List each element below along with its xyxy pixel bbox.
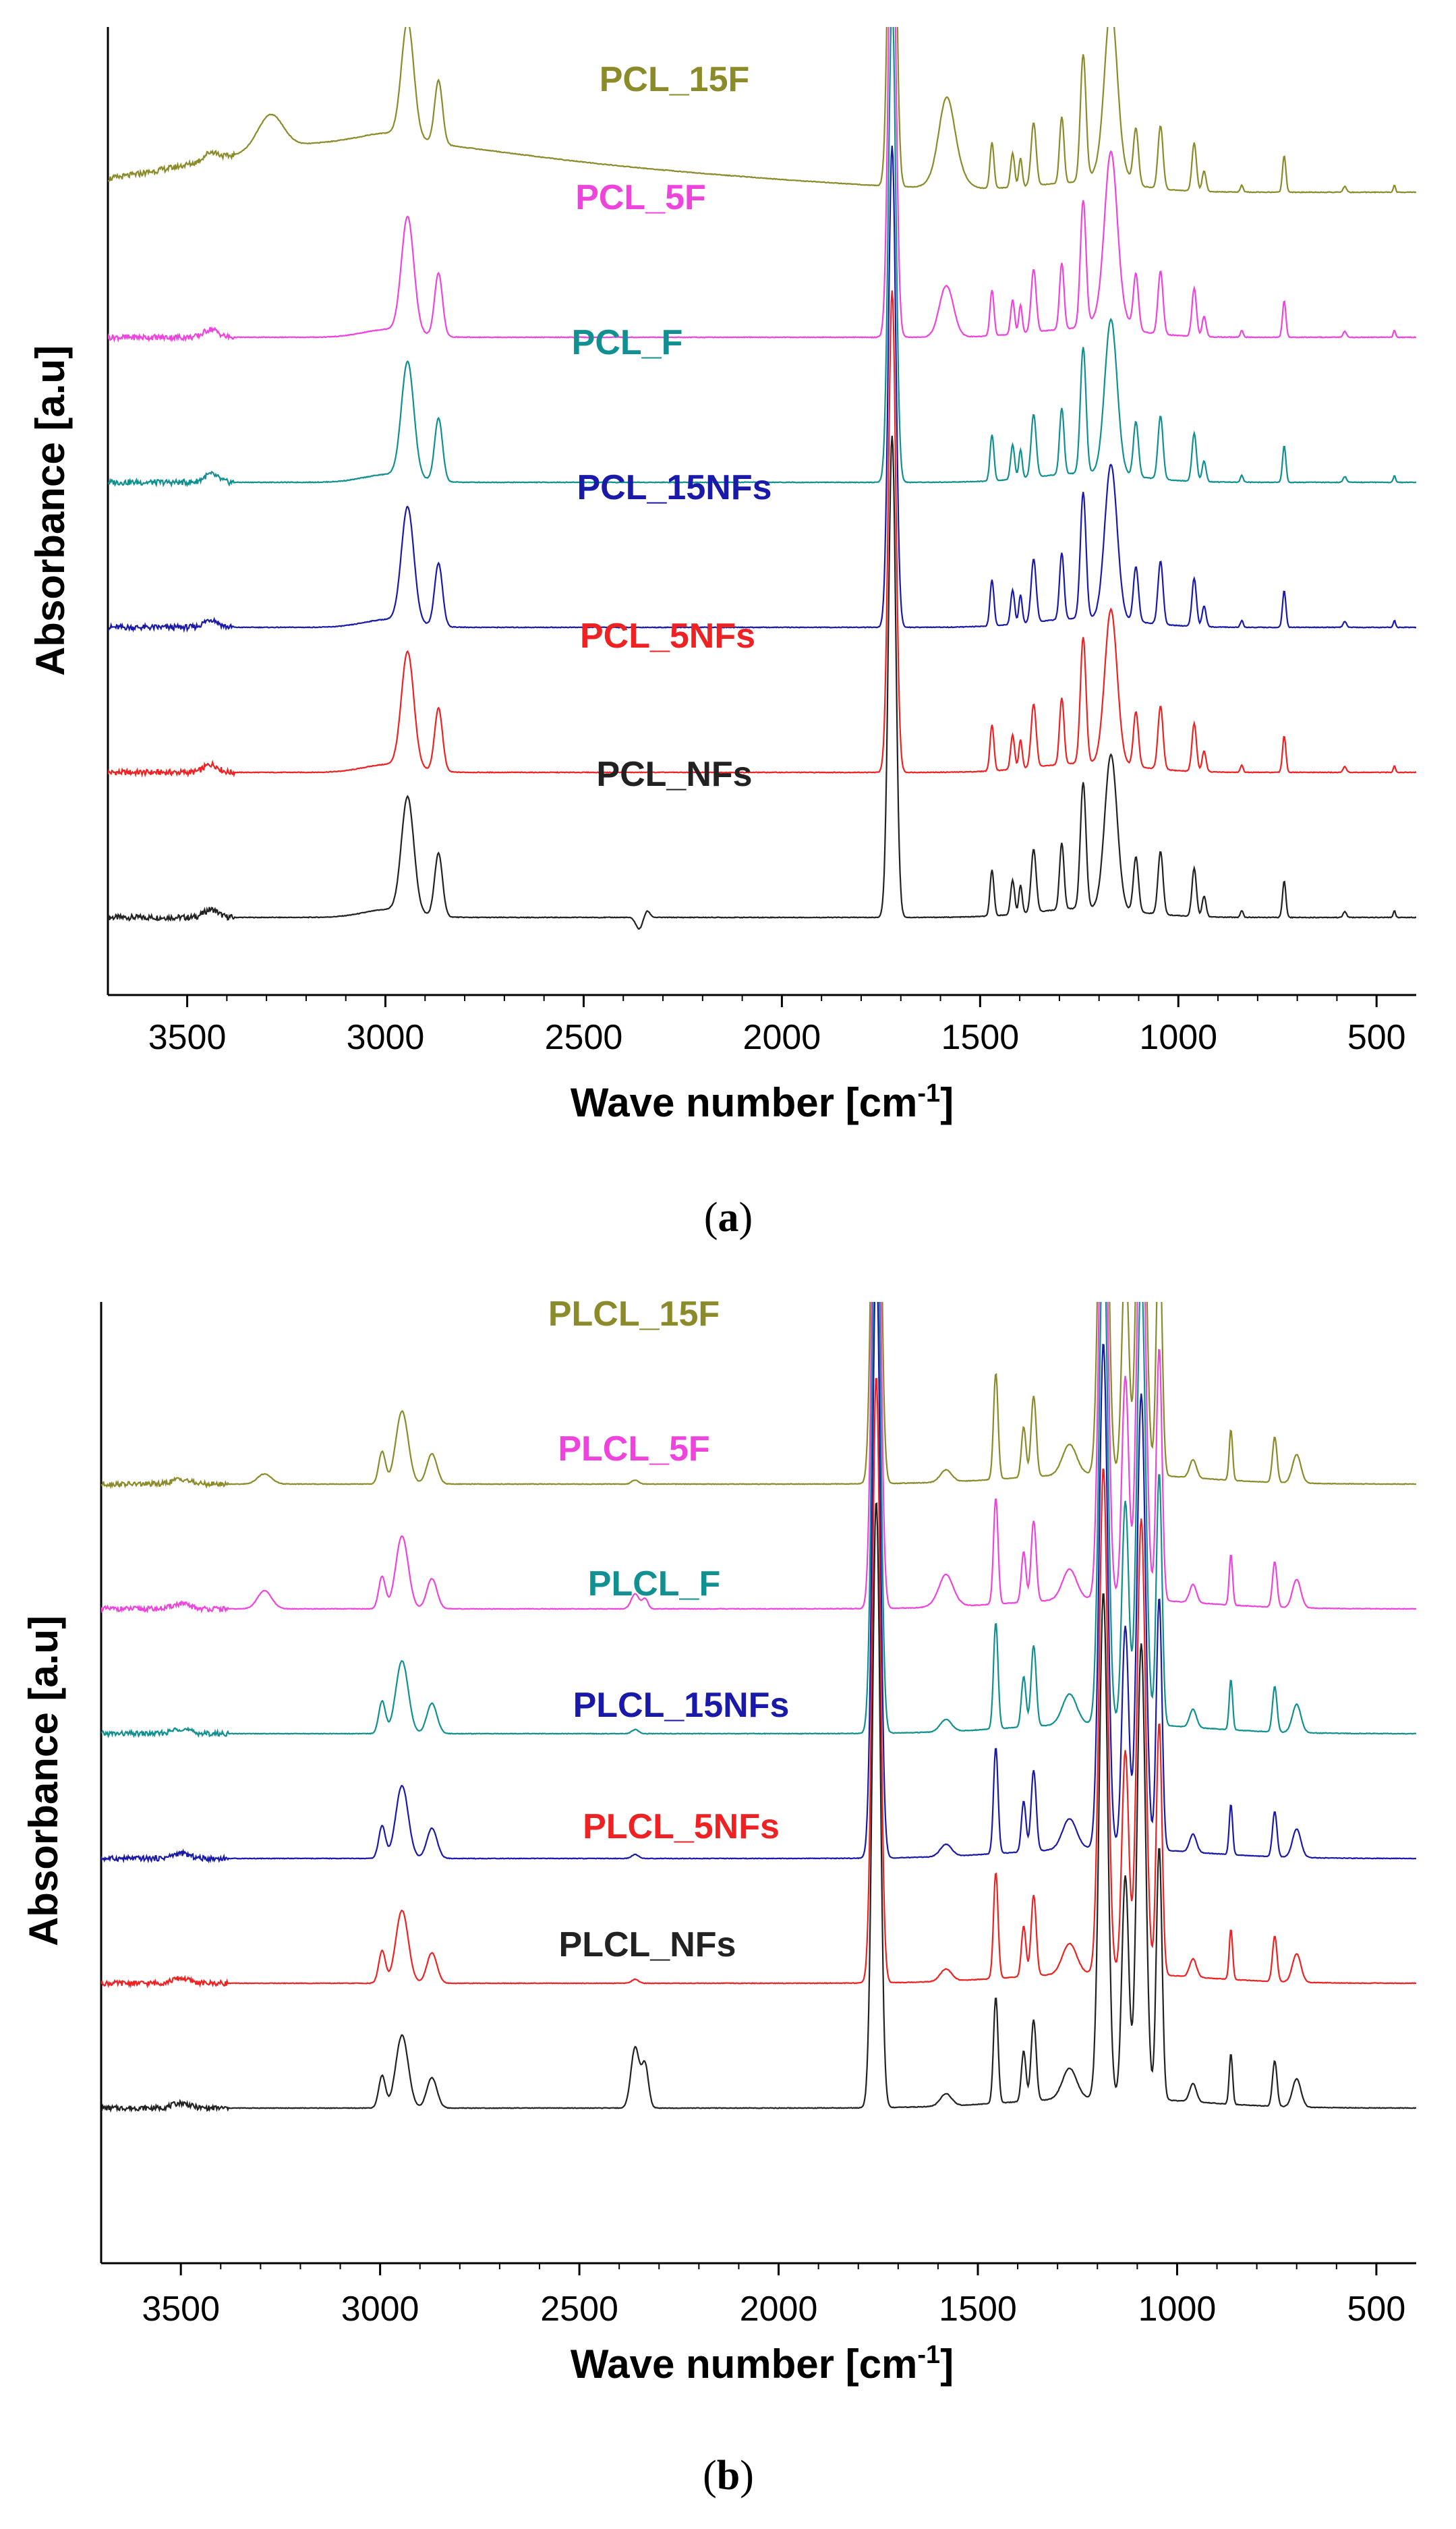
series-label: PCL_5F	[575, 178, 706, 217]
x-ticks: 3500 3000 2500 2000 1500 1000 500	[148, 995, 1406, 1057]
series-label: PCL_15NFs	[577, 468, 772, 507]
series-label: PLCL_5F	[558, 1429, 709, 1469]
x-tick-label: 2500	[540, 2290, 618, 2329]
x-ticks: 3500 3000 2500 2000 1500 1000 500	[142, 2263, 1405, 2329]
series-label: PLCL_15NFs	[573, 1686, 790, 1725]
x-tick-label: 1500	[939, 2290, 1017, 2329]
x-tick-label: 3500	[148, 1018, 227, 1057]
spectrum-pcl-5f	[108, 27, 1416, 343]
series-label: PLCL_NFs	[559, 1925, 736, 1964]
series-label: PCL_15F	[600, 60, 750, 99]
series-labels: PLCL_15F PLCL_5F PLCL_F PLCL_15NFs PLCL_5NFs…	[548, 1295, 790, 1964]
spectrum-plcl-15f	[101, 1302, 1416, 1489]
series-labels: PCL_15F PCL_5F PCL_F PCL_15NFs PCL_5NFs PCL_N…	[572, 60, 772, 794]
panel-caption: (a)	[704, 1195, 753, 1241]
x-axis-label: Wave number [cm-1]	[571, 2341, 954, 2387]
spectrum-plcl-5f	[101, 1302, 1416, 1614]
x-tick-label: 500	[1347, 2290, 1406, 2329]
x-tick-label: 3000	[347, 1018, 425, 1057]
spectra	[108, 27, 1416, 930]
series-label: PCL_5NFs	[580, 617, 755, 656]
x-tick-label: 2000	[743, 1018, 821, 1057]
x-tick-label: 1000	[1138, 2290, 1217, 2329]
series-label: PCL_F	[572, 323, 683, 362]
y-axis-label: Absorbance [a.u]	[21, 1616, 66, 1946]
panel-a: 3500 3000 2500 2000 1500 1000 500 PCL_15F PCL_5…	[28, 27, 1416, 1241]
x-axis-label: Wave number [cm-1]	[571, 1079, 954, 1125]
spectrum-pcl-f	[108, 27, 1416, 488]
series-label: PLCL_15F	[548, 1295, 720, 1334]
spectrum-pcl-5nfs	[108, 290, 1416, 778]
panel-b: 3500 3000 2500 2000 1500 1000 500 PLCL_15FPLCL…	[21, 1295, 1416, 2499]
spectrum-pcl-nfs	[108, 435, 1416, 930]
spectrum-plcl-15nfs	[101, 1302, 1416, 1864]
spectrum-plcl-5nfs	[101, 1377, 1416, 1989]
x-tick-label: 3000	[341, 2290, 419, 2329]
panel-caption: (b)	[703, 2453, 754, 2499]
x-tick-label: 1500	[941, 1018, 1019, 1057]
x-tick-label: 500	[1347, 1018, 1406, 1057]
x-tick-label: 1000	[1139, 1018, 1217, 1057]
x-tick-label: 3500	[142, 2290, 220, 2329]
spectrum-pcl-15nfs	[108, 145, 1416, 633]
spectra	[101, 1302, 1416, 2113]
x-tick-label: 2500	[545, 1018, 623, 1057]
series-label: PCL_NFs	[596, 755, 752, 794]
y-axis-label: Absorbance [a.u]	[28, 345, 73, 676]
series-label: PLCL_F	[588, 1564, 720, 1603]
series-label: PLCL_5NFs	[583, 1807, 780, 1846]
spectrum-pcl-15f	[108, 27, 1416, 194]
x-tick-label: 2000	[740, 2290, 818, 2329]
spectrum-plcl-f	[101, 1302, 1416, 1738]
spectrum-plcl-nfs	[101, 1502, 1416, 2113]
